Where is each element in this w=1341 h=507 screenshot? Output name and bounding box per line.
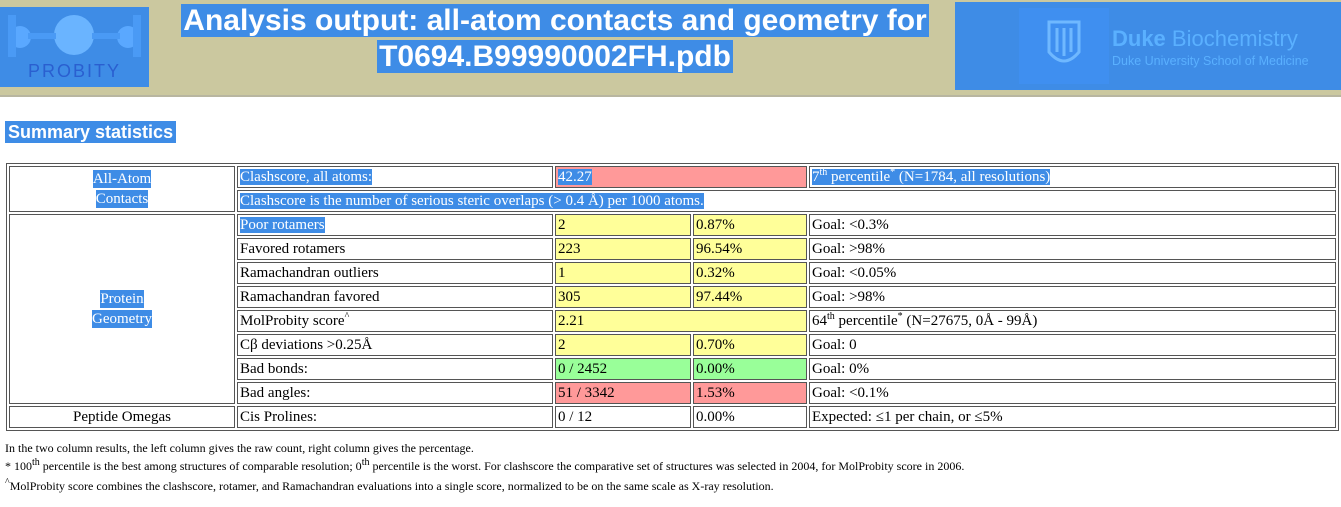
category-all-atom-contacts: All-Atom Contacts	[9, 166, 235, 212]
favored-rotamers-count: 223	[555, 238, 691, 260]
cbeta-deviations-count: 2	[555, 334, 691, 356]
rama-outliers-pct: 0.32%	[693, 262, 807, 284]
clashscore-label-cell: Clashscore, all atoms:	[237, 166, 553, 188]
rama-outliers-label: Ramachandran outliers	[237, 262, 553, 284]
rama-outliers-goal: Goal: <0.05%	[809, 262, 1336, 284]
bad-bonds-count: 0 / 2452	[555, 358, 691, 380]
poor-rotamers-label: Poor rotamers	[237, 214, 553, 236]
rama-favored-pct: 97.44%	[693, 286, 807, 308]
molprobity-logo[interactable]: PROBITY	[0, 7, 149, 87]
clashscore-percentile-cell: 7th percentile* (N=1784, all resolutions…	[809, 166, 1336, 188]
cis-prolines-expected: Expected: ≤1 per chain, or ≤5%	[809, 406, 1336, 428]
bad-angles-count: 51 / 3342	[555, 382, 691, 404]
favored-rotamers-pct: 96.54%	[693, 238, 807, 260]
footnote-percentile: * 100th percentile is the best among str…	[5, 457, 965, 474]
cis-prolines-count: 0 / 12	[555, 406, 691, 428]
page-header: PROBITY Analysis output: all-atom contac…	[0, 0, 1341, 97]
title-line-1: Analysis output: all-atom contacts and g…	[181, 4, 929, 37]
table-row: Bad bonds: 0 / 2452 0.00% Goal: 0%	[9, 358, 1336, 380]
footnote-molprobity: ^MolProbity score combines the clashscor…	[5, 477, 774, 494]
favored-rotamers-goal: Goal: >98%	[809, 238, 1336, 260]
bad-angles-label: Bad angles:	[237, 382, 553, 404]
table-row: All-Atom Contacts Clashscore, all atoms: …	[9, 166, 1336, 212]
summary-heading: Summary statistics	[5, 121, 177, 143]
bad-bonds-goal: Goal: 0%	[809, 358, 1336, 380]
table-row: Peptide Omegas Cis Prolines: 0 / 12 0.00…	[9, 406, 1336, 428]
table-row: Favored rotamers 223 96.54% Goal: >98%	[9, 238, 1336, 260]
table-row: MolProbity score^ 2.21 64th percentile* …	[9, 310, 1336, 332]
clashscore-note-cell: Clashscore is the number of serious ster…	[237, 190, 1336, 212]
rama-favored-label: Ramachandran favored	[237, 286, 553, 308]
title-line-2: T0694.B99990002FH.pdb	[377, 40, 733, 73]
cis-prolines-label: Cis Prolines:	[237, 406, 553, 428]
rama-favored-goal: Goal: >98%	[809, 286, 1336, 308]
logo-wordmark: PROBITY	[27, 61, 121, 81]
category-protein-geometry: Protein Geometry	[9, 214, 235, 404]
cbeta-deviations-goal: Goal: 0	[809, 334, 1336, 356]
rama-favored-count: 305	[555, 286, 691, 308]
duke-brand-text: Duke Biochemistry	[1112, 26, 1298, 51]
poor-rotamers-pct: 0.87%	[693, 214, 807, 236]
table-row: Ramachandran favored 305 97.44% Goal: >9…	[9, 286, 1336, 308]
poor-rotamers-count: 2	[555, 214, 691, 236]
duke-biochemistry-logo[interactable]: Duke Biochemistry Duke University School…	[955, 2, 1341, 90]
footnote-two-column: In the two column results, the left colu…	[5, 441, 474, 455]
table-row: Ramachandran outliers 1 0.32% Goal: <0.0…	[9, 262, 1336, 284]
page-title: Analysis output: all-atom contacts and g…	[155, 3, 955, 75]
molecule-icon	[8, 15, 141, 57]
bad-angles-pct: 1.53%	[693, 382, 807, 404]
table-row: Cβ deviations >0.25Å 2 0.70% Goal: 0	[9, 334, 1336, 356]
bad-angles-goal: Goal: <0.1%	[809, 382, 1336, 404]
table-row: Protein Geometry Poor rotamers 2 0.87% Go…	[9, 214, 1336, 404]
category-peptide-omegas: Peptide Omegas	[9, 406, 235, 428]
summary-table: All-Atom Contacts Clashscore, all atoms: …	[6, 163, 1339, 431]
bad-bonds-label: Bad bonds:	[237, 358, 553, 380]
clashscore-value-cell: 42.27	[555, 166, 807, 188]
molprobity-score-label: MolProbity score^	[237, 310, 553, 332]
table-row: Clashscore is the number of serious ster…	[9, 190, 1336, 212]
cis-prolines-pct: 0.00%	[693, 406, 807, 428]
favored-rotamers-label: Favored rotamers	[237, 238, 553, 260]
table-row: Bad angles: 51 / 3342 1.53% Goal: <0.1%	[9, 382, 1336, 404]
poor-rotamers-goal: Goal: <0.3%	[809, 214, 1336, 236]
rama-outliers-count: 1	[555, 262, 691, 284]
cbeta-deviations-pct: 0.70%	[693, 334, 807, 356]
cbeta-deviations-label: Cβ deviations >0.25Å	[237, 334, 553, 356]
duke-school-text: Duke University School of Medicine	[1112, 54, 1309, 68]
molprobity-percentile: 64th percentile* (N=27675, 0Å - 99Å)	[809, 310, 1336, 332]
bad-bonds-pct: 0.00%	[693, 358, 807, 380]
molprobity-score-value: 2.21	[555, 310, 807, 332]
duke-shield-icon	[1019, 8, 1109, 84]
